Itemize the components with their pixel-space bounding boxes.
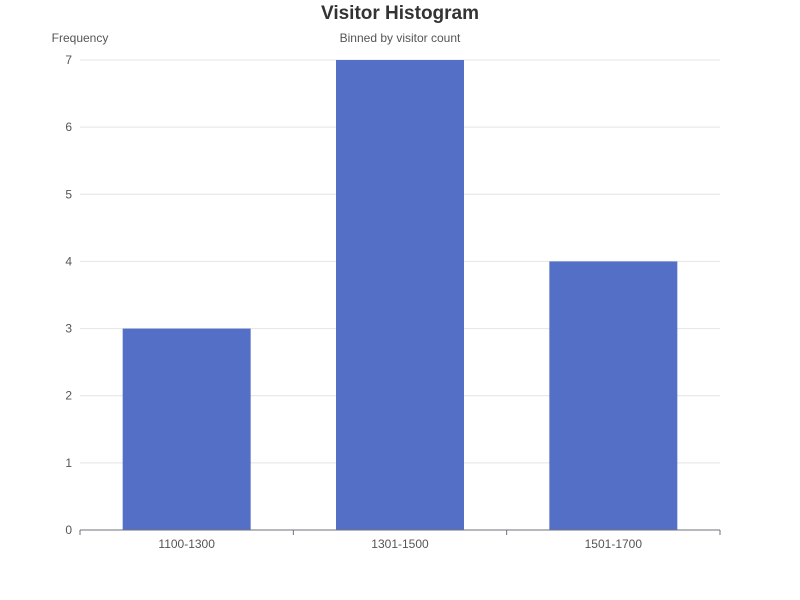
chart-subtitle: Binned by visitor count [340, 31, 461, 45]
y-tick-label: 5 [65, 187, 72, 201]
bar-1100-1300 [122, 328, 251, 530]
x-tick-label: 1301-1500 [371, 537, 429, 551]
bar-1501-1700 [549, 261, 678, 530]
y-tick-label: 6 [65, 120, 72, 134]
y-tick-label: 3 [65, 322, 72, 336]
y-tick-label: 0 [65, 523, 72, 537]
x-tick-label: 1100-1300 [158, 537, 215, 551]
y-tick-label: 4 [65, 254, 72, 268]
y-axis-label: Frequency [52, 31, 109, 45]
bar-1301-1500 [336, 60, 464, 530]
bars [122, 60, 678, 530]
axes [79, 529, 721, 535]
y-tick-label: 1 [65, 456, 72, 470]
chart-title: Visitor Histogram [321, 3, 479, 24]
y-tick-labels: 0 1 2 3 4 5 6 7 [65, 53, 72, 537]
y-tick-label: 2 [65, 389, 72, 403]
x-tick-labels: 1100-1300 1301-1500 1501-1700 [158, 537, 642, 551]
y-tick-label: 7 [65, 53, 72, 67]
x-tick-label: 1501-1700 [585, 537, 643, 551]
